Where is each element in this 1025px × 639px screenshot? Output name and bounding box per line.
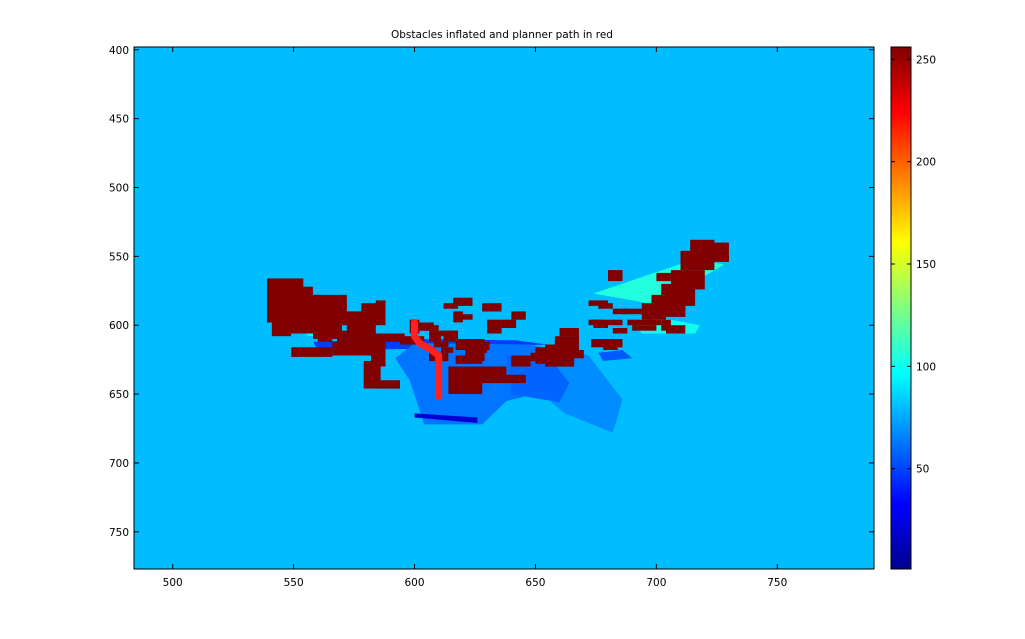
obstacle-cell (429, 330, 442, 342)
x-tick-label: 650 (525, 577, 545, 589)
obstacle-cell (511, 358, 524, 364)
obstacle-cell (375, 380, 400, 389)
plot-frame (133, 46, 875, 570)
obstacle-cell (339, 311, 386, 326)
obstacle-cell (455, 339, 485, 350)
colorbar-tick-label: 250 (916, 54, 936, 66)
obstacle-cell (646, 319, 662, 326)
obstacle-cell (424, 325, 439, 331)
obstacle-cell (329, 303, 347, 309)
obstacle-cell (487, 319, 502, 334)
chart-title: Obstacles inflated and planner path in r… (391, 29, 613, 41)
obstacle-cell (332, 330, 347, 339)
x-tick-label: 700 (646, 577, 666, 589)
scan-region (598, 350, 633, 361)
obstacle-cell (559, 328, 579, 337)
obstacle-cell (666, 325, 686, 334)
obstacle-cell (598, 303, 613, 309)
obstacle-cell (453, 311, 463, 323)
obstacle-cell (337, 333, 405, 342)
obstacle-cell (591, 339, 623, 348)
colorbar-tick-label: 50 (916, 464, 929, 476)
scan-region (414, 413, 478, 423)
obstacle-cell (501, 319, 517, 328)
obstacle-cell (608, 319, 623, 326)
x-tick-label: 500 (163, 577, 183, 589)
planner-path-layer (411, 319, 443, 401)
obstacle-cell (458, 314, 473, 320)
obstacle-cell (588, 319, 604, 326)
obstacle-cell (612, 308, 628, 315)
obstacle-cell (296, 286, 313, 298)
obstacle-cell (545, 358, 575, 367)
obstacle-cell (622, 308, 647, 315)
obstacle-cell (371, 341, 386, 367)
obstacle-cell (608, 270, 623, 282)
obstacle-cell (535, 347, 555, 359)
colorbar-ticks: 50 100 150 200 250 (891, 54, 936, 476)
obstacle-cell (704, 242, 729, 251)
obstacle-cell (588, 300, 608, 306)
obstacle-cell (433, 341, 449, 348)
obstacle-cell (448, 366, 463, 394)
y-axis: 400 450 500 550 600 650 700 750 (109, 45, 874, 539)
obstacle-cell (477, 344, 488, 353)
obstacle-cell (441, 347, 454, 353)
y-tick-label: 450 (109, 114, 129, 126)
obstacle-cell (346, 322, 376, 334)
obstacle-cell (603, 344, 618, 350)
heatmap-background (134, 47, 874, 569)
obstacle-cell (482, 303, 502, 312)
obstacle-cell (566, 350, 584, 359)
obstacle-cell (695, 253, 729, 262)
x-axis: 500 550 600 650 700 750 (163, 47, 787, 589)
obstacle-cell (632, 325, 657, 331)
obstacle-cell (612, 328, 628, 334)
obstacle-cell (361, 303, 381, 312)
scan-region (506, 355, 570, 403)
x-tick-label: 550 (284, 577, 304, 589)
y-tick-label: 400 (109, 45, 129, 57)
y-tick-label: 650 (109, 389, 129, 401)
obstacle-cell (627, 319, 652, 326)
obstacle-cell (346, 341, 376, 348)
colorbar-tick-label: 100 (916, 361, 936, 373)
obstacle-cell (443, 303, 458, 309)
obstacle-cell (375, 300, 386, 312)
obstacle-cell (554, 336, 579, 348)
obstacle-cell (443, 330, 458, 342)
x-tick-label: 750 (767, 577, 787, 589)
obstacle-cell (400, 336, 425, 345)
colorbar: 50 100 150 200 250 (890, 46, 936, 570)
obstacle-cell (545, 344, 579, 356)
obstacle-cell (472, 374, 526, 384)
obstacle-cell (453, 297, 473, 306)
x-tick-label: 600 (404, 577, 424, 589)
colorbar-tick-label: 200 (916, 157, 936, 169)
obstacle-cell (317, 336, 333, 342)
y-tick-label: 550 (109, 251, 129, 263)
plot-area: 500 550 600 650 700 750 400 450 500 550 600 650 700… (109, 45, 875, 589)
obstacle-cell (714, 250, 729, 260)
obstacles (267, 239, 729, 395)
y-tick-label: 750 (109, 527, 129, 539)
obstacle-cell (511, 311, 526, 320)
y-tick-label: 600 (109, 320, 129, 332)
planner-path (411, 319, 443, 401)
obstacle-cell (291, 347, 333, 357)
colorbar-tick-label: 150 (916, 259, 936, 271)
obstacle-cell (641, 308, 666, 320)
y-tick-label: 500 (109, 182, 129, 194)
colorbar-gradient (890, 46, 912, 570)
obstacle-cell (455, 355, 483, 364)
y-tick-label: 700 (109, 458, 129, 470)
obstacle-cell (656, 272, 671, 282)
